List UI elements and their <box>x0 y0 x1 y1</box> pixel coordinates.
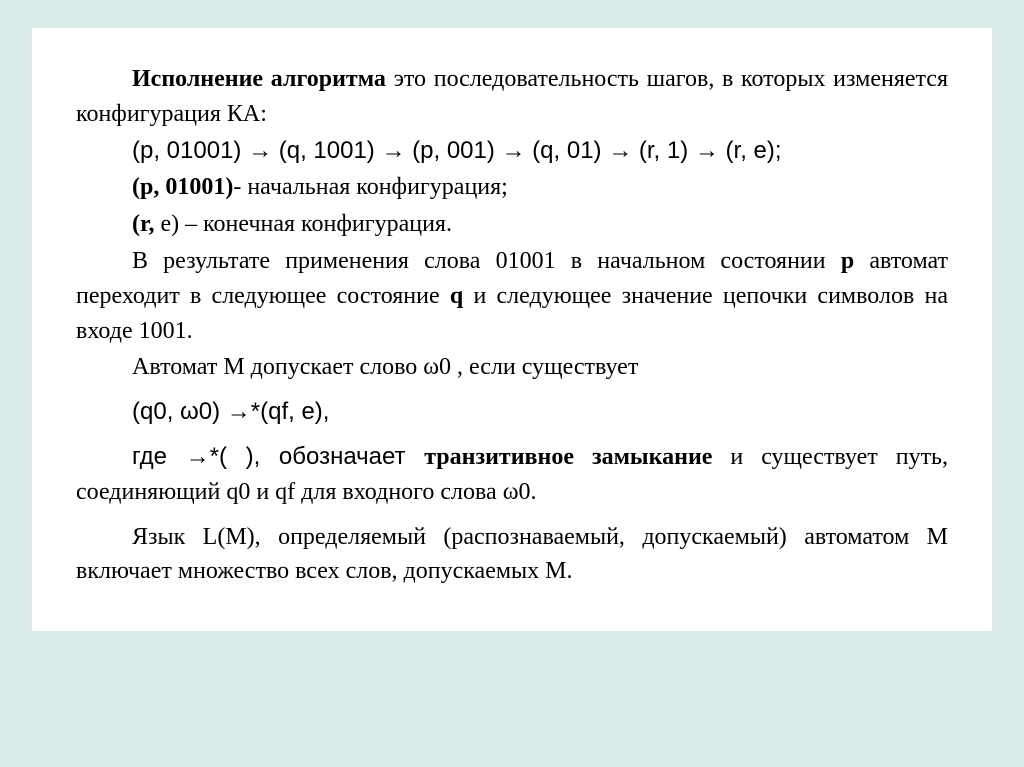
text-result-d: q <box>450 283 463 309</box>
text-language: Язык L(M), определяемый (распознаваемый,… <box>76 524 948 585</box>
paragraph-final-config: (r, e) – конечная конфигурация. <box>76 207 948 242</box>
paragraph-result: В результате применения слова 01001 в на… <box>76 244 948 348</box>
text-final-bold: (r, <box>132 211 154 237</box>
text-accepts: Автомат M допускает слово ω0 , если суще… <box>132 354 638 380</box>
text-closure-a: где →*( ), обозначает <box>132 443 424 470</box>
paragraph-definition: Исполнение алгоритма это последовательно… <box>76 62 948 132</box>
paragraph-closure: где →*( ), обозначает транзитивное замык… <box>76 440 948 510</box>
text-final-rest: e) – конечная конфигурация. <box>154 211 452 237</box>
text-formula: (q0, ω0) →*(qf, e), <box>132 398 329 425</box>
document-page: Исполнение алгоритма это последовательно… <box>32 28 992 631</box>
text-initial-rest: - начальная конфигурация; <box>233 174 508 200</box>
text-transitions: (p, 01001) → (q, 1001) → (p, 001) → (q, … <box>132 137 782 164</box>
paragraph-transitions: (p, 01001) → (q, 1001) → (p, 001) → (q, … <box>76 134 948 169</box>
text-initial-bold: (p, 01001) <box>132 174 233 200</box>
paragraph-initial-config: (p, 01001)- начальная конфигурация; <box>76 170 948 205</box>
text-result-a: В результате применения слова 01001 в на… <box>132 248 841 274</box>
text-result-b: p <box>841 248 854 274</box>
text-closure-b: транзитивное замыкание <box>424 444 712 470</box>
paragraph-formula: (q0, ω0) →*(qf, e), <box>76 395 948 430</box>
term-execution: Исполнение алгоритма <box>132 66 386 92</box>
paragraph-accepts: Автомат M допускает слово ω0 , если суще… <box>76 350 948 385</box>
paragraph-language: Язык L(M), определяемый (распознаваемый,… <box>76 520 948 590</box>
